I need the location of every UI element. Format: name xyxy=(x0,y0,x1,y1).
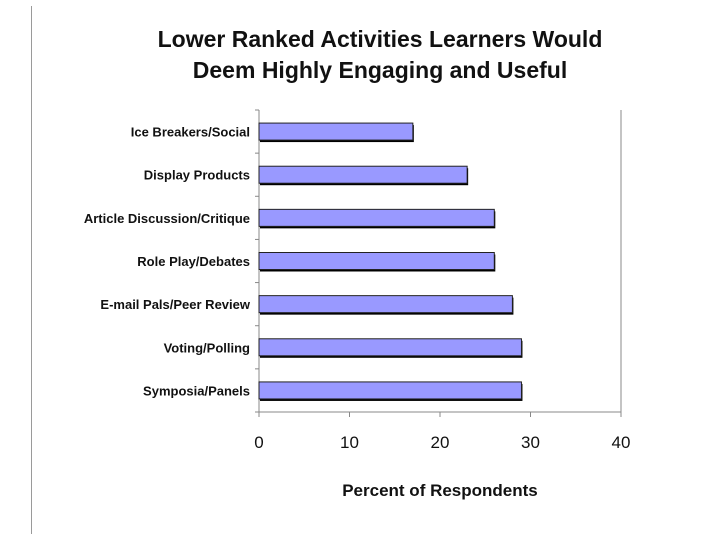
x-tick-label: 40 xyxy=(612,433,631,452)
x-tick-label: 30 xyxy=(521,433,540,452)
category-label: Article Discussion/Critique xyxy=(84,211,250,226)
x-tick-label: 10 xyxy=(340,433,359,452)
bar xyxy=(258,208,495,227)
chart-title-line-2: Deem Highly Engaging and Useful xyxy=(192,57,568,83)
category-label: Ice Breakers/Social xyxy=(131,125,250,140)
category-label: Voting/Polling xyxy=(164,340,250,355)
category-label: Symposia/Panels xyxy=(143,383,250,398)
chart-title-line-1: Lower Ranked Activities Learners Would xyxy=(157,26,603,52)
left-divider-line xyxy=(31,6,32,534)
category-label: E-mail Pals/Peer Review xyxy=(100,297,250,312)
x-tick-label: 0 xyxy=(254,433,263,452)
bar xyxy=(258,165,468,184)
x-tick-label: 20 xyxy=(431,433,450,452)
chart-title: Lower Ranked Activities Learners Would D… xyxy=(80,24,680,86)
category-label: Display Products xyxy=(144,168,250,183)
category-label: Role Play/Debates xyxy=(137,254,250,269)
x-axis-title: Percent of Respondents xyxy=(342,481,538,500)
bar xyxy=(258,381,522,400)
bar xyxy=(258,295,513,314)
bar xyxy=(258,338,522,357)
bar xyxy=(258,122,414,141)
bar xyxy=(258,252,495,270)
